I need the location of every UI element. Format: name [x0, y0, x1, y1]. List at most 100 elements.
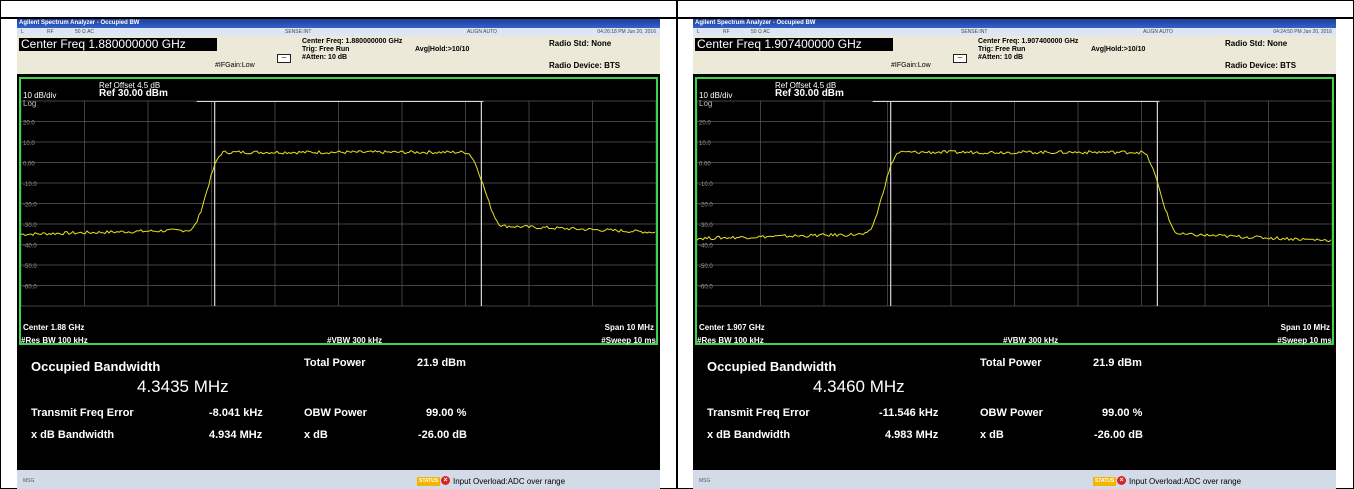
center-label: Center 1.88 GHz — [23, 323, 85, 332]
x-db-bandwidth-value: 4.983 MHz — [885, 429, 939, 441]
occupied-bw-label: Occupied Bandwidth — [707, 359, 837, 374]
status-rf: RF — [723, 29, 730, 35]
status-time: 04:26:18 PM Jun 20, 2016 — [597, 29, 656, 35]
measurement-header: Center Freq 1.880000000 GHz Center Freq:… — [17, 36, 660, 74]
y-tick-label: 10.0 — [699, 141, 711, 147]
average-hold-setting: Avg|Hold:>10/10 — [415, 46, 470, 53]
y-tick-label: -10.0 — [23, 182, 37, 188]
measurement-results: Occupied Bandwidth 4.3435 MHz Total Powe… — [19, 347, 658, 470]
transmit-freq-error-label: Transmit Freq Error — [707, 407, 810, 419]
occupied-bw-value: 4.3435 MHz — [137, 377, 229, 396]
x-db-label: x dB — [304, 429, 328, 441]
y-tick-label: 20.0 — [699, 121, 711, 127]
message-bar: MSG STATUS × Input Overload:ADC over ran… — [17, 470, 660, 489]
trigger-setting: Trig: Free Run — [978, 46, 1026, 53]
radio-standard: Radio Std: None — [549, 39, 612, 48]
error-x-icon: × — [1117, 476, 1126, 485]
obw-power-label: OBW Power — [304, 407, 367, 419]
y-tick-label: 20.0 — [23, 121, 35, 127]
trigger-icon: ⏤ — [277, 54, 291, 63]
msg-label: MSG — [23, 478, 35, 484]
spectrum-trace — [697, 150, 1332, 243]
x-db-bandwidth-label: x dB Bandwidth — [707, 429, 791, 441]
instrument-status-bar: L RF 50 Ω AC SENSE:INT ALIGN AUTO 04:26:… — [17, 28, 660, 36]
x-db-value: -26.00 dB — [418, 429, 467, 441]
status-align: ALIGN AUTO — [467, 29, 497, 35]
trigger-setting: Trig: Free Run — [302, 46, 350, 53]
total-power-label: Total Power — [980, 357, 1042, 369]
y-tick-label: -60.0 — [699, 285, 713, 291]
x-db-bandwidth-value: 4.934 MHz — [209, 429, 263, 441]
overload-message: Input Overload:ADC over range — [453, 477, 566, 486]
status-sense: SENSE:INT — [961, 29, 988, 35]
status-time: 04:24:50 PM Jun 20, 2016 — [1273, 29, 1332, 35]
measurement-header: Center Freq 1.907400000 GHz Center Freq:… — [693, 36, 1336, 74]
spectrum-plot: 20.0 10.0 0.00 -10.0 -20.0 -30.0 -40.0 -50.0 -60… — [19, 77, 658, 345]
spectrum-trace-svg: 20.0 10.0 0.00 -10.0 -20.0 -30.0 -40.0 -50.0 -60… — [21, 100, 656, 307]
trigger-icon: ⏤ — [953, 54, 967, 63]
status-tag[interactable]: STATUS — [1093, 477, 1117, 486]
occupied-bw-value: 4.3460 MHz — [813, 377, 905, 396]
log-label: Log — [699, 99, 713, 108]
status-impedance: 50 Ω AC — [75, 29, 95, 35]
y-tick-label: -40.0 — [23, 244, 37, 250]
y-tick-label: -20.0 — [23, 203, 37, 209]
total-power-value: 21.9 dBm — [417, 357, 466, 369]
radio-device: Radio Device: BTS — [1225, 61, 1297, 70]
center-freq-display[interactable]: Center Freq 1.907400000 GHz — [695, 38, 893, 51]
center-freq-setting: Center Freq: 1.907400000 GHz — [978, 38, 1079, 45]
res-bw-label: #Res BW 100 kHz — [21, 336, 88, 345]
y-tick-label: -50.0 — [699, 264, 713, 270]
message-bar: MSG STATUS × Input Overload:ADC over ran… — [693, 470, 1336, 489]
msg-label: MSG — [699, 478, 711, 484]
obw-power-value: 99.00 % — [426, 407, 467, 419]
analyzer-screen-2: Agilent Spectrum Analyzer - Occupied BW … — [693, 19, 1336, 489]
y-tick-label: -20.0 — [699, 203, 713, 209]
status-align: ALIGN AUTO — [1143, 29, 1173, 35]
window-title: Agilent Spectrum Analyzer - Occupied BW — [17, 19, 660, 28]
analyzer-screen-1: Agilent Spectrum Analyzer - Occupied BW … — [17, 19, 660, 489]
scale-label: 10 dB/div — [699, 91, 733, 100]
status-l: L — [697, 29, 700, 35]
x-db-value: -26.00 dB — [1094, 429, 1143, 441]
res-bw-label: #Res BW 100 kHz — [697, 336, 764, 345]
x-db-bandwidth-label: x dB Bandwidth — [31, 429, 115, 441]
total-power-value: 21.9 dBm — [1093, 357, 1142, 369]
x-db-label: x dB — [980, 429, 1004, 441]
log-label: Log — [23, 99, 37, 108]
obw-power-value: 99.00 % — [1102, 407, 1143, 419]
ref-offset-label: Ref Offset 4.5 dB — [775, 81, 837, 90]
y-tick-label: -10.0 — [699, 182, 713, 188]
transmit-freq-error-label: Transmit Freq Error — [31, 407, 134, 419]
center-freq-display[interactable]: Center Freq 1.880000000 GHz — [19, 38, 217, 51]
radio-device: Radio Device: BTS — [549, 61, 621, 70]
frame-center-divider — [676, 1, 678, 488]
spectrum-trace-svg: 20.0 10.0 0.00 -10.0 -20.0 -30.0 -40.0 -50.0 -60… — [697, 100, 1332, 307]
vbw-label: #VBW 300 kHz — [1003, 336, 1059, 345]
instrument-status-bar: L RF 50 Ω AC SENSE:INT ALIGN AUTO 04:24:… — [693, 28, 1336, 36]
attenuation-setting: #Atten: 10 dB — [302, 54, 348, 61]
ref-level-label: Ref 30.00 dBm — [99, 88, 168, 99]
transmit-freq-error-value: -11.546 kHz — [879, 407, 939, 419]
status-rf: RF — [47, 29, 54, 35]
overload-message: Input Overload:ADC over range — [1129, 477, 1242, 486]
spectrum-plot: 20.0 10.0 0.00 -10.0 -20.0 -30.0 -40.0 -50.0 -60… — [695, 77, 1334, 345]
sweep-label: #Sweep 10 ms — [1277, 336, 1332, 345]
status-impedance: 50 Ω AC — [751, 29, 771, 35]
y-tick-label: 10.0 — [23, 141, 35, 147]
occupied-bw-label: Occupied Bandwidth — [31, 359, 161, 374]
error-x-icon: × — [441, 476, 450, 485]
total-power-label: Total Power — [304, 357, 366, 369]
status-tag[interactable]: STATUS — [417, 477, 441, 486]
radio-standard: Radio Std: None — [1225, 39, 1288, 48]
center-label: Center 1.907 GHz — [699, 323, 765, 332]
y-tick-label: -50.0 — [23, 264, 37, 270]
if-gain-setting: #IFGain:Low — [891, 62, 931, 69]
spectrum-trace — [21, 149, 656, 236]
center-freq-setting: Center Freq: 1.880000000 GHz — [302, 38, 403, 45]
transmit-freq-error-value: -8.041 kHz — [209, 407, 263, 419]
span-label: Span 10 MHz — [604, 323, 654, 332]
obw-power-label: OBW Power — [980, 407, 1043, 419]
average-hold-setting: Avg|Hold:>10/10 — [1091, 46, 1146, 53]
status-l: L — [21, 29, 24, 35]
